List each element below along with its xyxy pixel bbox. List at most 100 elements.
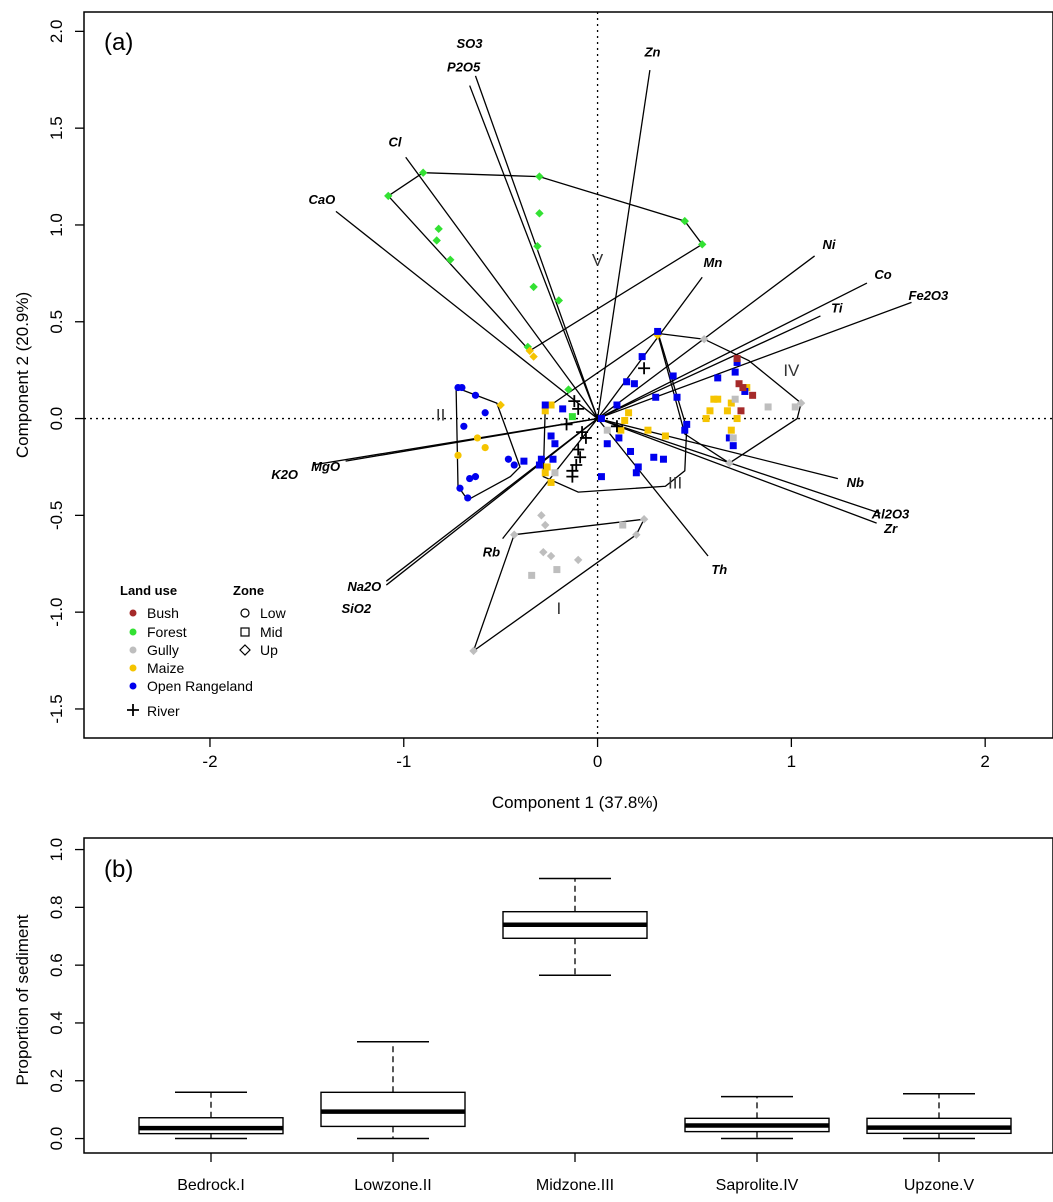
y-tick-label: -1.5 bbox=[47, 694, 66, 723]
point-open-rangeland-mid bbox=[632, 469, 640, 477]
legend-land-use-title: Land use bbox=[120, 583, 177, 598]
x-tick-label: 1 bbox=[787, 752, 796, 771]
point-open-rangeland-mid bbox=[669, 372, 677, 380]
point-river bbox=[568, 395, 581, 408]
point-open-rangeland-mid bbox=[729, 442, 737, 450]
point-river bbox=[610, 420, 623, 433]
y-tick-label: 0.8 bbox=[47, 896, 66, 920]
legend-bush-swatch bbox=[129, 609, 137, 617]
panel-a-label: (a) bbox=[104, 29, 133, 56]
point-open-rangeland-mid bbox=[741, 387, 749, 395]
point-open-rangeland-mid bbox=[714, 374, 722, 382]
point-gully-up bbox=[537, 511, 546, 520]
point-gully-mid bbox=[731, 395, 739, 403]
point-open-rangeland-mid bbox=[681, 426, 689, 434]
point-gully-up bbox=[639, 515, 649, 524]
arrow-label-rb: Rb bbox=[483, 545, 500, 560]
point-open-rangeland-low bbox=[460, 422, 468, 430]
point-bush-mid bbox=[737, 407, 745, 415]
arrow-al2o3 bbox=[597, 417, 881, 515]
point-forest-mid bbox=[568, 413, 576, 421]
point-open-rangeland-low bbox=[471, 473, 480, 481]
y-tick-label: 0.4 bbox=[47, 1011, 66, 1035]
y-tick-label: 0.0 bbox=[47, 1127, 66, 1151]
point-river bbox=[574, 451, 587, 464]
point-maize-mid bbox=[543, 463, 551, 471]
point-forest-up bbox=[418, 168, 428, 177]
point-open-rangeland-mid bbox=[673, 393, 681, 401]
point-maize-mid bbox=[547, 401, 555, 409]
point-maize-mid bbox=[617, 426, 625, 434]
panel-b-label: (b) bbox=[104, 856, 133, 883]
point-maize-mid bbox=[733, 415, 741, 423]
arrow-label-sio2: SiO2 bbox=[342, 601, 372, 616]
point-open-rangeland-mid bbox=[551, 440, 559, 448]
point-maize-mid bbox=[547, 478, 555, 486]
point-open-rangeland-low bbox=[471, 391, 480, 399]
point-forest-up bbox=[554, 296, 564, 305]
point-forest-up bbox=[533, 242, 542, 251]
box-midzone-iii bbox=[502, 877, 648, 977]
point-forest-up bbox=[529, 282, 538, 292]
arrow-label-na2o: Na2O bbox=[347, 579, 381, 594]
point-maize-mid bbox=[644, 426, 652, 434]
point-gully-up bbox=[725, 458, 734, 468]
iqr-box bbox=[138, 1117, 284, 1135]
arrow-label-zn: Zn bbox=[644, 44, 661, 59]
point-open-rangeland-mid bbox=[535, 461, 543, 469]
box-saprolite-iv bbox=[684, 1095, 830, 1140]
point-gully-up bbox=[510, 530, 519, 539]
y-tick-label: -0.5 bbox=[47, 501, 66, 530]
point-forest-up bbox=[680, 216, 689, 226]
point-maize-up bbox=[525, 346, 534, 355]
x-axis-label: Component 1 (37.8%) bbox=[492, 793, 658, 812]
arrow-label-k2o: K2O bbox=[271, 467, 298, 482]
zone-label-v: V bbox=[592, 251, 604, 270]
point-river bbox=[572, 402, 585, 415]
arrow-label-zr: Zr bbox=[883, 521, 898, 536]
legend-maize-swatch bbox=[129, 664, 137, 672]
y-tick-label: -1.0 bbox=[47, 598, 66, 627]
arrow-label-cl: Cl bbox=[389, 135, 402, 150]
arrow-nb bbox=[597, 417, 839, 480]
arrow-cl bbox=[405, 156, 599, 419]
point-maize-mid bbox=[714, 395, 722, 403]
legend-zone-up-label: Up bbox=[260, 642, 278, 658]
point-open-rangeland-low bbox=[456, 484, 464, 492]
legend-river-label: River bbox=[147, 703, 180, 719]
point-forest-up bbox=[434, 224, 443, 234]
point-open-rangeland-mid bbox=[627, 447, 635, 455]
arrow-zn bbox=[596, 69, 651, 419]
point-open-rangeland-mid bbox=[683, 420, 691, 428]
point-gully-mid bbox=[619, 521, 627, 529]
point-open-rangeland-low bbox=[481, 409, 489, 417]
arrow-mn bbox=[597, 276, 703, 419]
point-gully-mid bbox=[551, 469, 559, 477]
arrow-label-mn: Mn bbox=[704, 255, 723, 270]
point-forest-up bbox=[564, 385, 573, 394]
legend-gully-label: Gully bbox=[147, 642, 179, 658]
point-open-rangeland-low bbox=[504, 455, 513, 463]
legend-open-rangeland-label: Open Rangeland bbox=[147, 678, 253, 694]
arrow-label-th: Th bbox=[711, 562, 727, 577]
legend-maize-label: Maize bbox=[147, 660, 185, 676]
point-maize-low bbox=[454, 451, 462, 459]
category-label-midzone-iii: Midzone.III bbox=[536, 1177, 614, 1194]
legend-river-swatch bbox=[127, 704, 139, 716]
point-gully-up bbox=[796, 398, 806, 408]
legend-zone-title: Zone bbox=[233, 583, 264, 598]
legend-gully-swatch bbox=[129, 646, 137, 654]
point-open-rangeland-mid bbox=[537, 455, 545, 463]
zone-hull-ii bbox=[455, 386, 521, 501]
legend-bush-label: Bush bbox=[147, 605, 179, 621]
point-maize-mid bbox=[541, 407, 549, 415]
arrow-ti bbox=[597, 315, 821, 420]
zone-label-ii: II bbox=[436, 405, 445, 424]
point-maize-mid bbox=[723, 407, 731, 415]
category-ticks: Bedrock.I Lowzone.II Midzone.III Saprolite.… bbox=[177, 1153, 974, 1194]
point-gully-up bbox=[573, 555, 583, 565]
zone-hull-i bbox=[472, 518, 646, 653]
point-open-rangeland-mid bbox=[547, 432, 555, 440]
point-maize-mid bbox=[706, 407, 714, 415]
